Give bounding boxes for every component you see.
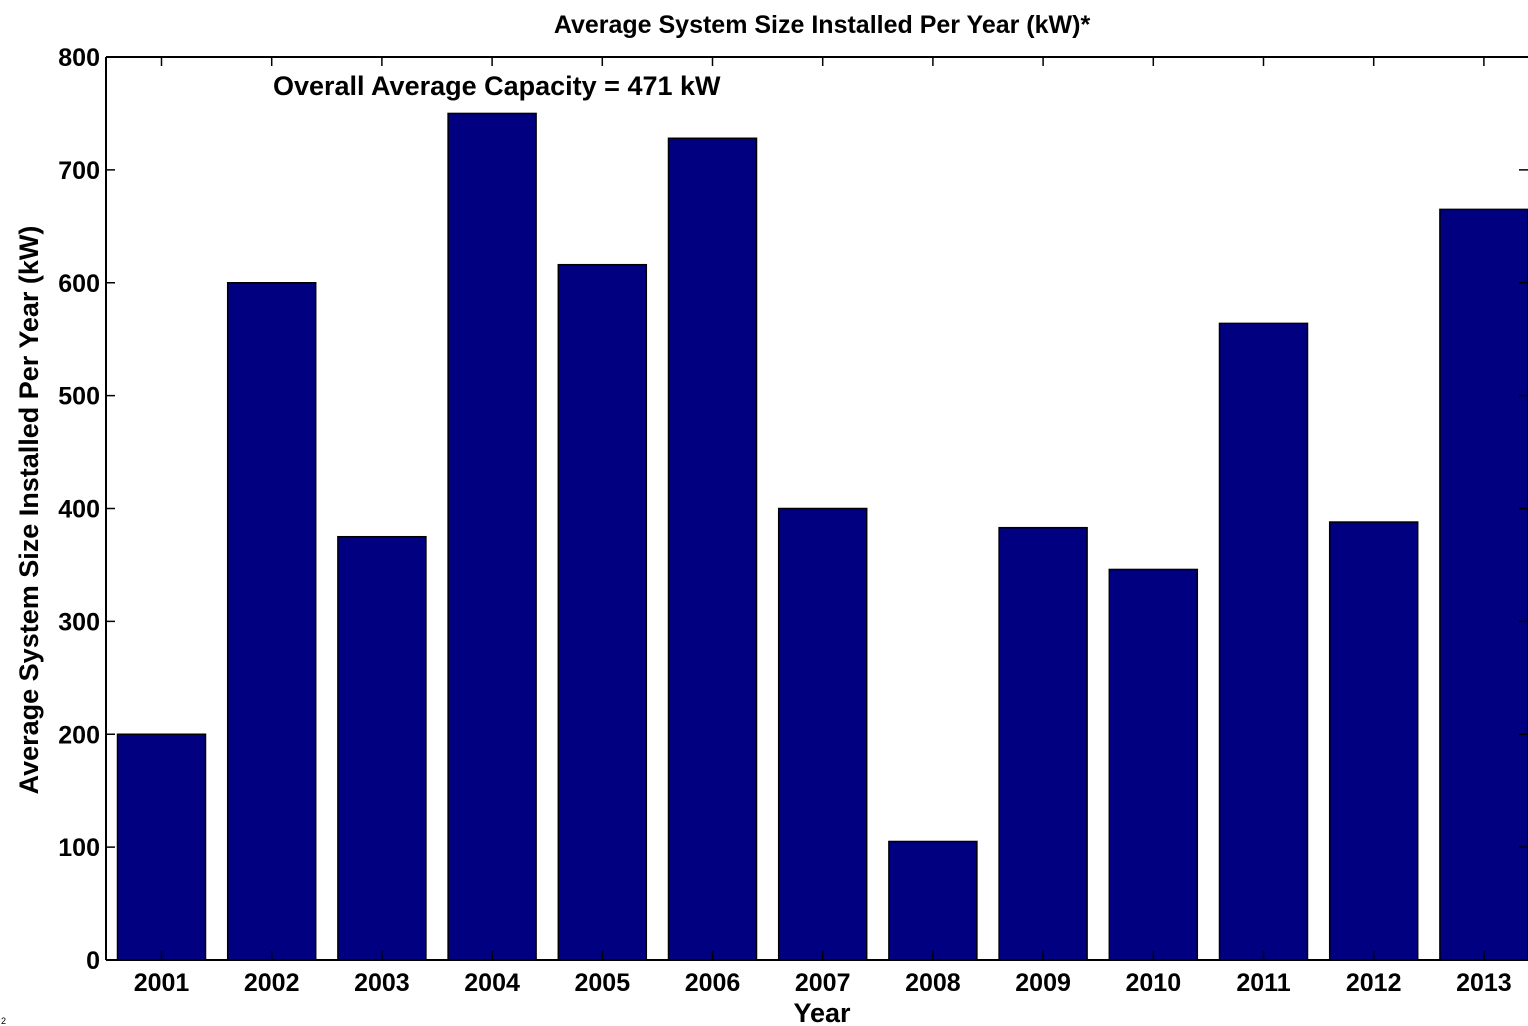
x-tick-label: 2011 [1236,969,1290,997]
bar-2003 [337,535,427,961]
bar-2012 [1328,521,1419,961]
x-axis-label: Year [793,998,851,1026]
x-tick-label: 2004 [464,969,520,997]
bar-2008 [888,840,978,961]
y-axis-ticks: 0 100 200 300 400 500 600 700 800 [58,44,1528,975]
y-tick-label: 600 [58,270,100,298]
bar-2010 [1108,568,1199,961]
bar-2013 [1439,208,1528,961]
stray-mark: 2 [1,1016,6,1026]
y-tick-label: 300 [58,608,100,636]
y-tick-label: 100 [58,834,100,862]
x-tick-label: 2007 [795,969,851,997]
chart-title: Average System Size Installed Per Year (… [554,11,1091,39]
bar-2006 [667,137,758,961]
y-tick-label: 400 [58,496,100,524]
x-axis-ticks: 2001 2002 2003 2004 2005 2006 2007 2008 2009 2010… [134,57,1512,997]
x-tick-label: 2012 [1346,969,1402,997]
bar-2002 [226,282,317,961]
bar-2011 [1218,322,1309,961]
bar-2009 [998,526,1088,961]
bars-group [116,112,1528,961]
x-tick-label: 2002 [244,969,300,997]
y-tick-label: 700 [58,157,100,185]
x-tick-label: 2006 [685,969,741,997]
y-axis-label: Average System Size Installed Per Year (… [14,226,44,795]
x-tick-label: 2001 [134,969,190,997]
bar-2007 [777,507,868,961]
y-tick-label: 0 [86,947,100,975]
x-tick-label: 2008 [905,969,961,997]
bar-2005 [557,263,648,961]
x-tick-label: 2010 [1125,969,1181,997]
bar-2004 [447,112,537,961]
x-tick-label: 2009 [1015,969,1071,997]
y-tick-label: 200 [58,721,100,749]
bar-2001 [116,733,207,961]
y-tick-label: 500 [58,383,100,411]
x-tick-label: 2005 [574,969,630,997]
y-tick-label: 800 [58,44,100,72]
x-tick-label: 2013 [1456,969,1512,997]
overall-average-annotation: Overall Average Capacity = 471 kW [273,71,721,101]
x-tick-label: 2003 [354,969,410,997]
